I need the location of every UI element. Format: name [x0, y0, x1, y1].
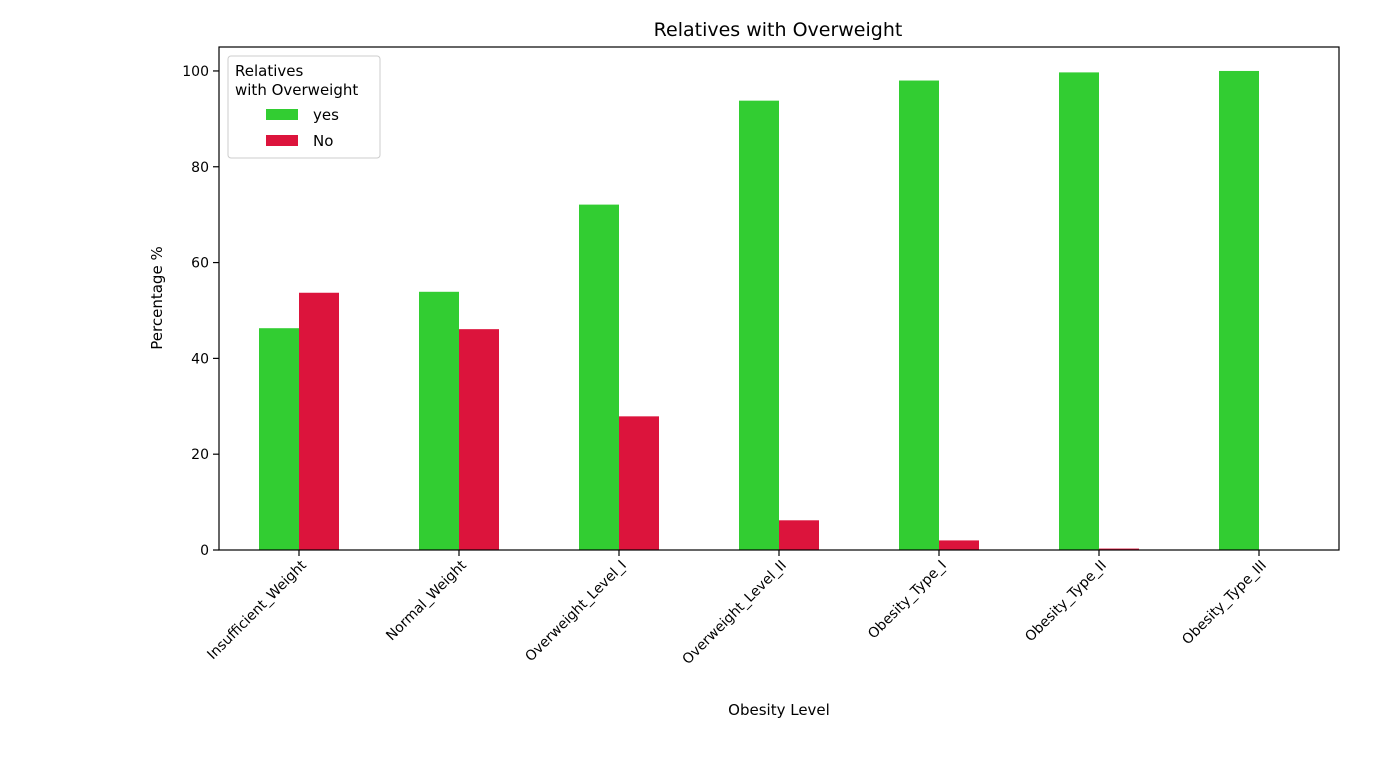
chart-title: Relatives with Overweight [654, 19, 903, 41]
bar-no-normal-weight [459, 329, 499, 550]
x-axis-label: Obesity Level [728, 701, 830, 719]
legend: Relatives with Overweight yes No [227, 55, 381, 159]
bar-yes-overweight-level-i [579, 204, 619, 550]
x-tick-label-obesity-type-iii: Obesity_Type_III [1179, 558, 1270, 649]
y-axis: 0 20 40 60 80 100 [182, 64, 219, 559]
bar-no-insufficient-weight [299, 292, 339, 550]
x-tick-label-obesity-type-i: Obesity_Type_I [865, 558, 950, 643]
bar-no-overweight-level-i [619, 416, 659, 550]
y-tick-label-100: 100 [182, 64, 209, 80]
y-tick-label-20: 20 [191, 447, 209, 463]
bar-no-overweight-level-ii [779, 520, 819, 550]
bar-no-obesity-type-i [939, 540, 979, 550]
bars-layer [259, 70, 1259, 551]
y-tick-label-40: 40 [191, 351, 209, 367]
x-tick-label-obesity-type-ii: Obesity_Type_II [1022, 558, 1110, 646]
legend-title-line-2: with Overweight [235, 81, 358, 99]
x-axis: Insufficient_Weight Normal_Weight Overweig… [204, 550, 1270, 668]
legend-label-no: No [313, 132, 333, 150]
bar-yes-obesity-type-i [899, 80, 939, 551]
bar-yes-normal-weight [419, 291, 459, 550]
x-tick-label-overweight-level-ii: Overweight_Level_II [679, 558, 789, 668]
legend-title-line-1: Relatives [235, 62, 303, 80]
bar-no-obesity-type-ii [1099, 548, 1139, 550]
legend-box [227, 55, 381, 159]
legend-swatch-no [266, 135, 298, 146]
bar-yes-obesity-type-ii [1059, 72, 1099, 550]
y-tick-label-60: 60 [191, 256, 209, 272]
legend-swatch-yes [266, 109, 298, 120]
x-tick-label-normal-weight: Normal_Weight [383, 557, 470, 644]
y-tick-label-0: 0 [200, 543, 209, 559]
x-tick-label-insufficient-weight: Insufficient_Weight [204, 557, 310, 663]
bar-yes-obesity-type-iii [1219, 70, 1259, 550]
bar-yes-overweight-level-ii [739, 100, 779, 551]
y-tick-label-80: 80 [191, 160, 209, 176]
legend-label-yes: yes [313, 106, 339, 124]
x-tick-label-overweight-level-i: Overweight_Level_I [522, 558, 629, 665]
bar-yes-insufficient-weight [259, 328, 299, 550]
y-axis-label: Percentage % [148, 246, 166, 349]
